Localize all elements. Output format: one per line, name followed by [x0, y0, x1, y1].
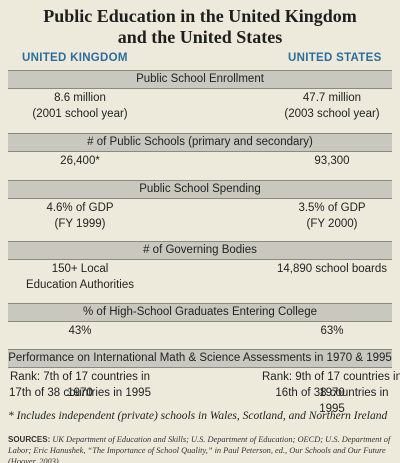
sources: SOURCES: UK Department of Education and …	[8, 434, 394, 463]
us-value: 3.5% of GDP	[298, 202, 366, 214]
section-heading: % of High-School Graduates Entering Coll…	[8, 303, 392, 322]
uk-value: (2001 school year)	[32, 108, 128, 120]
section-heading: # of Public Schools (primary and seconda…	[8, 133, 392, 152]
us-value: 63%	[320, 325, 344, 337]
us-value: (2003 school year)	[284, 108, 380, 120]
uk-value: (FY 1999)	[54, 218, 106, 230]
footnote: * Includes independent (private) schools…	[8, 410, 388, 422]
us-value: 93,300	[314, 155, 350, 167]
us-value: (FY 2000)	[306, 218, 358, 230]
us-value: Rank: 9th of 17 countries in 1970	[262, 371, 400, 399]
us-value: 14,890 school boards	[277, 263, 387, 275]
uk-value: Education Authorities	[25, 279, 135, 291]
us-value: 47.7 million	[302, 92, 362, 104]
uk-value: 43%	[68, 325, 92, 337]
uk-value: 17th of 38 countries in 1995	[9, 387, 151, 399]
section-heading: Public School Spending	[8, 180, 392, 199]
sources-label: SOURCES:	[8, 435, 51, 444]
sources-text: UK Department of Education and Skills; U…	[8, 435, 391, 463]
title-line: Public Education in the United Kingdom	[43, 6, 357, 26]
uk-value: 26,400*	[60, 155, 100, 167]
section-heading: Public School Enrollment	[8, 70, 392, 89]
column-header: UNITED STATES	[288, 52, 382, 64]
section-heading: # of Governing Bodies	[8, 241, 392, 260]
column-header: UNITED KINGDOM	[22, 52, 128, 64]
uk-value: 4.6% of GDP	[46, 202, 114, 214]
uk-value: 150+ Local	[51, 263, 109, 275]
section-heading: Performance on International Math & Scie…	[8, 349, 392, 368]
title-line: and the United States	[117, 27, 283, 47]
uk-value: Rank: 7th of 17 countries in 1970	[10, 371, 150, 399]
uk-value: 8.6 million	[54, 92, 106, 104]
us-value: 16th of 38 countries in 1995	[275, 387, 389, 415]
